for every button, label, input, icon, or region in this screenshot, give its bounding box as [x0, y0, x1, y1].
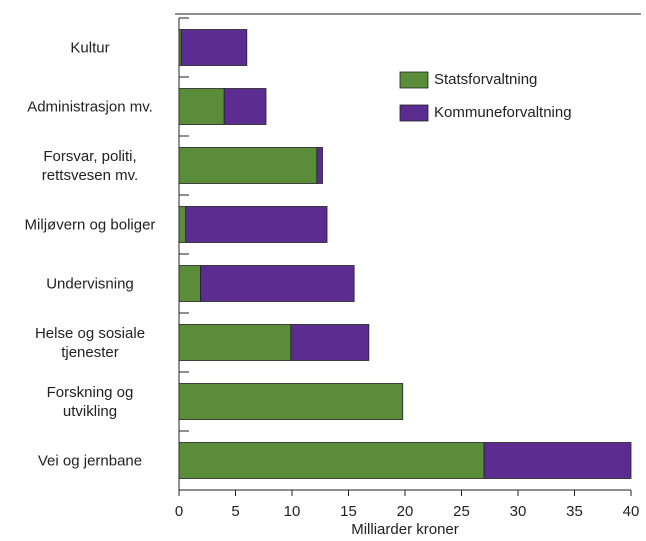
bar-segment	[178, 265, 201, 302]
x-tick-label: 5	[231, 503, 239, 520]
legend-label: Kommuneforvaltning	[434, 104, 572, 121]
legend-label: Statsforvaltning	[434, 71, 537, 88]
y-tick-label: Undervisning	[46, 275, 134, 292]
legend-swatch	[399, 71, 429, 89]
y-tick-label: Forskning og utvikling	[46, 383, 134, 420]
bar-segment	[180, 29, 248, 66]
bar-segment	[223, 88, 267, 125]
x-tick-label: 15	[340, 503, 357, 520]
x-tick-label: 0	[175, 503, 183, 520]
bar-segment	[178, 324, 292, 361]
x-tick-label: 10	[284, 503, 301, 520]
y-tick-label: Miljøvern og boliger	[24, 216, 156, 233]
bar-segment	[178, 88, 225, 125]
x-axis-label: Milliarder kroner	[351, 521, 459, 538]
legend-swatch	[399, 104, 429, 122]
bar-segment	[185, 206, 328, 243]
x-tick-label: 30	[510, 503, 527, 520]
y-tick-label: Helse og sosiale tjenester	[34, 324, 146, 361]
y-tick-label: Vei og jernbane	[37, 452, 143, 469]
x-tick-label: 20	[397, 503, 414, 520]
bar-segment	[290, 324, 370, 361]
bar-segment	[200, 265, 355, 302]
y-tick-label: Forsvar, politi, rettsvesen mv.	[41, 147, 139, 184]
bar-segment	[483, 442, 632, 479]
x-tick-label: 40	[623, 503, 640, 520]
x-tick-label: 35	[566, 503, 583, 520]
y-tick-label: Kultur	[70, 39, 110, 56]
bar-segment	[316, 147, 323, 184]
bar-segment	[178, 147, 318, 184]
bar-segment	[178, 442, 485, 479]
bar-segment	[178, 383, 404, 420]
x-tick-label: 25	[453, 503, 470, 520]
y-tick-label: Administrasjon mv.	[27, 98, 153, 115]
bar-segment	[178, 206, 187, 243]
